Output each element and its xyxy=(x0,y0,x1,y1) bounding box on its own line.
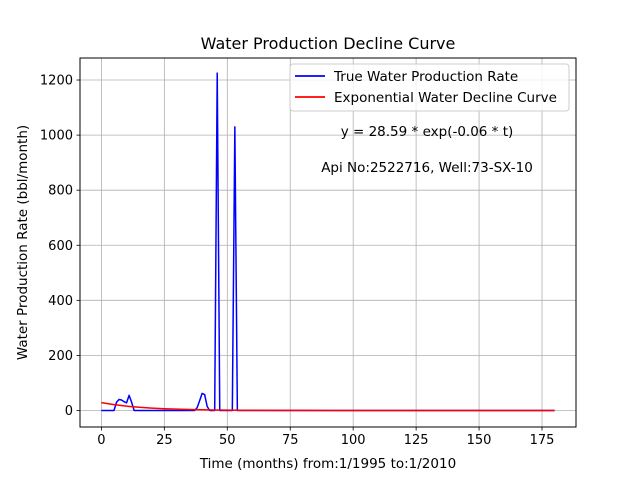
y-tick-label: 400 xyxy=(48,294,73,309)
y-tick-label: 1200 xyxy=(40,74,73,89)
y-tick-label: 1000 xyxy=(40,129,73,144)
chart-title: Water Production Decline Curve xyxy=(201,34,456,53)
x-axis-label: Time (months) from:1/1995 to:1/2010 xyxy=(199,456,456,472)
legend-label-exponential: Exponential Water Decline Curve xyxy=(334,90,557,106)
x-tick-label: 75 xyxy=(282,433,299,448)
legend: True Water Production Rate Exponential W… xyxy=(289,63,570,112)
legend-label-true-water: True Water Production Rate xyxy=(333,69,518,85)
x-tick-label: 175 xyxy=(530,433,555,448)
x-tick-label: 25 xyxy=(156,433,173,448)
exponential-decline-line xyxy=(101,401,555,412)
x-tick-label: 150 xyxy=(467,433,492,448)
equation-annotation: y = 28.59 * exp(-0.06 * t) xyxy=(341,124,514,140)
y-tick-label: 800 xyxy=(48,184,73,199)
well-annotation: Api No:2522716, Well:73-SX-10 xyxy=(321,160,533,176)
y-tick-label: 600 xyxy=(48,239,73,254)
legend-box xyxy=(289,63,570,112)
x-tick-label: 0 xyxy=(97,433,105,448)
x-tick-label: 125 xyxy=(404,433,429,448)
plot-frame xyxy=(79,57,577,428)
series-layer xyxy=(101,72,555,412)
y-tick-label: 200 xyxy=(48,349,73,364)
x-tick-label: 100 xyxy=(341,433,366,448)
y-axis-label: Water Production Rate (bbl/month) xyxy=(15,125,31,360)
axis-ticks: 0 25 50 75 100 125 150 175 0 200 400 600 800 1000 1200 xyxy=(40,74,555,448)
x-tick-label: 50 xyxy=(219,433,236,448)
y-tick-label: 0 xyxy=(65,404,73,419)
